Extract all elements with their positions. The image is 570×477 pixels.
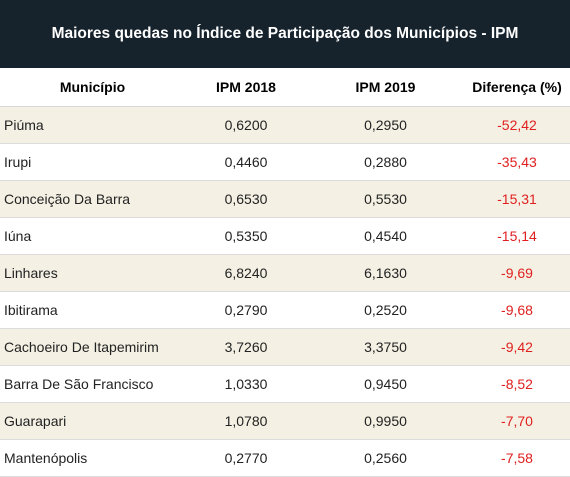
cell-ipm-2019: 3,3750	[307, 328, 464, 366]
table-title: Maiores quedas no Índice de Participação…	[51, 25, 519, 42]
cell-diferenca: -52,42	[464, 106, 570, 144]
cell-municipio: Iúna	[0, 217, 185, 255]
cell-ipm-2018: 6,8240	[185, 254, 307, 292]
cell-ipm-2019: 6,1630	[307, 254, 464, 292]
cell-ipm-2018: 1,0780	[185, 402, 307, 440]
cell-diferenca: -8,52	[464, 365, 570, 403]
table-row: Iúna 0,5350 0,4540 -15,14	[0, 217, 570, 255]
header-ipm-2019: IPM 2019	[307, 68, 464, 107]
cell-ipm-2018: 0,5350	[185, 217, 307, 255]
cell-ipm-2018: 0,2790	[185, 291, 307, 329]
cell-ipm-2019: 0,2880	[307, 143, 464, 181]
cell-ipm-2018: 0,6200	[185, 106, 307, 144]
table-row: Linhares 6,8240 6,1630 -9,69	[0, 254, 570, 292]
cell-ipm-2019: 0,9950	[307, 402, 464, 440]
ipm-table: Município IPM 2018 IPM 2019 Diferença (%…	[0, 68, 570, 477]
cell-ipm-2018: 1,0330	[185, 365, 307, 403]
cell-municipio: Mantenópolis	[0, 439, 185, 477]
cell-ipm-2019: 0,2950	[307, 106, 464, 144]
cell-diferenca: -9,69	[464, 254, 570, 292]
cell-municipio: Linhares	[0, 254, 185, 292]
table-row: Ibitirama 0,2790 0,2520 -9,68	[0, 291, 570, 329]
cell-municipio: Piúma	[0, 106, 185, 144]
cell-diferenca: -7,70	[464, 402, 570, 440]
cell-municipio: Barra De São Francisco	[0, 365, 185, 403]
cell-municipio: Ibitirama	[0, 291, 185, 329]
cell-ipm-2018: 0,2770	[185, 439, 307, 477]
cell-municipio: Conceição Da Barra	[0, 180, 185, 218]
cell-municipio: Guarapari	[0, 402, 185, 440]
cell-diferenca: -15,31	[464, 180, 570, 218]
cell-diferenca: -9,42	[464, 328, 570, 366]
cell-ipm-2019: 0,2520	[307, 291, 464, 329]
table-row: Conceição Da Barra 0,6530 0,5530 -15,31	[0, 180, 570, 218]
cell-ipm-2019: 0,9450	[307, 365, 464, 403]
cell-diferenca: -15,14	[464, 217, 570, 255]
cell-diferenca: -9,68	[464, 291, 570, 329]
table-row: Irupi 0,4460 0,2880 -35,43	[0, 143, 570, 181]
cell-ipm-2018: 3,7260	[185, 328, 307, 366]
table-row: Guarapari 1,0780 0,9950 -7,70	[0, 402, 570, 440]
header-ipm-2018: IPM 2018	[185, 68, 307, 107]
table-row: Piúma 0,6200 0,2950 -52,42	[0, 106, 570, 144]
header-diferenca: Diferença (%)	[464, 68, 570, 107]
header-row: Município IPM 2018 IPM 2019 Diferença (%…	[0, 68, 570, 107]
table-row: Mantenópolis 0,2770 0,2560 -7,58	[0, 439, 570, 477]
cell-ipm-2019: 0,4540	[307, 217, 464, 255]
cell-ipm-2019: 0,5530	[307, 180, 464, 218]
cell-diferenca: -35,43	[464, 143, 570, 181]
cell-diferenca: -7,58	[464, 439, 570, 477]
header-municipio: Município	[0, 68, 185, 107]
cell-municipio: Irupi	[0, 143, 185, 181]
cell-ipm-2018: 0,6530	[185, 180, 307, 218]
table-row: Cachoeiro De Itapemirim 3,7260 3,3750 -9…	[0, 328, 570, 366]
cell-ipm-2019: 0,2560	[307, 439, 464, 477]
cell-ipm-2018: 0,4460	[185, 143, 307, 181]
title-bar: Maiores quedas no Índice de Participação…	[0, 0, 570, 68]
cell-municipio: Cachoeiro De Itapemirim	[0, 328, 185, 366]
table-row: Barra De São Francisco 1,0330 0,9450 -8,…	[0, 365, 570, 403]
